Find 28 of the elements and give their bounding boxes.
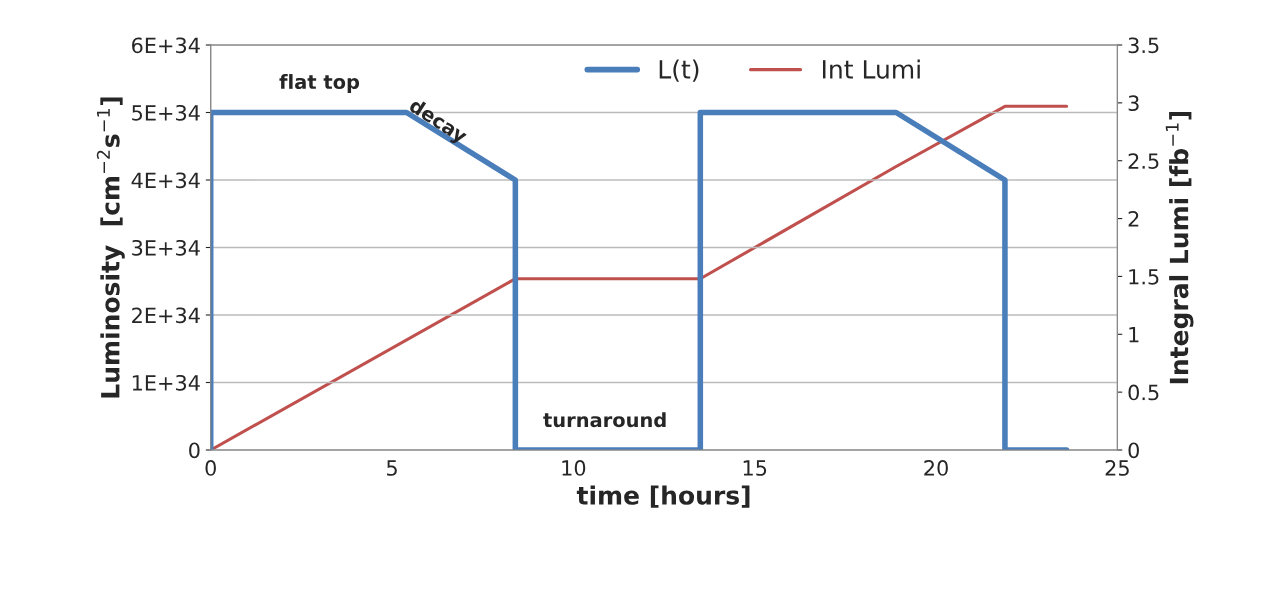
y2-tick-label: 3.5 (1128, 37, 1159, 54)
x-tick-label: 0 (205, 460, 216, 476)
y-tick-label: 3E+34 (132, 239, 200, 256)
x-tick-label: 15 (743, 460, 767, 476)
y-tick-label: 5E+34 (132, 104, 200, 121)
y2-tick-label: 0 (1128, 442, 1139, 459)
x-axis-title: time [hours] (576, 485, 750, 508)
y-tick-label: 6E+34 (132, 37, 200, 54)
y2-tick-label: 0.5 (1128, 384, 1159, 401)
legend-label: L(t) (659, 59, 699, 82)
y2-tick-label: 2.5 (1128, 153, 1159, 169)
annotation: turnaround (543, 412, 666, 428)
y-tick-label: 2E+34 (132, 307, 200, 324)
annotation: flat top (279, 74, 360, 93)
x-tick-label: 5 (387, 460, 397, 476)
x-tick-label: 10 (562, 460, 586, 476)
y-tick-label: 0 (189, 442, 200, 459)
y-axis-title: Luminosity [cm$^{−2}$s$^{−1}$] (96, 97, 125, 398)
x-tick-label: 25 (1105, 460, 1129, 476)
x-tick-label: 20 (924, 460, 948, 476)
legend-label: Int Lumi (822, 59, 920, 79)
y2-tick-label: 2 (1128, 211, 1139, 227)
y2-tick-label: 1 (1129, 327, 1139, 343)
y2-axis-title: Integral Lumi [fb$^{−1}$] (1165, 111, 1194, 384)
y2-tick-label: 3 (1128, 95, 1139, 112)
y-tick-label: 1E+34 (132, 374, 200, 391)
y-tick-label: 4E+34 (131, 172, 200, 189)
y2-tick-label: 1.5 (1129, 269, 1159, 285)
